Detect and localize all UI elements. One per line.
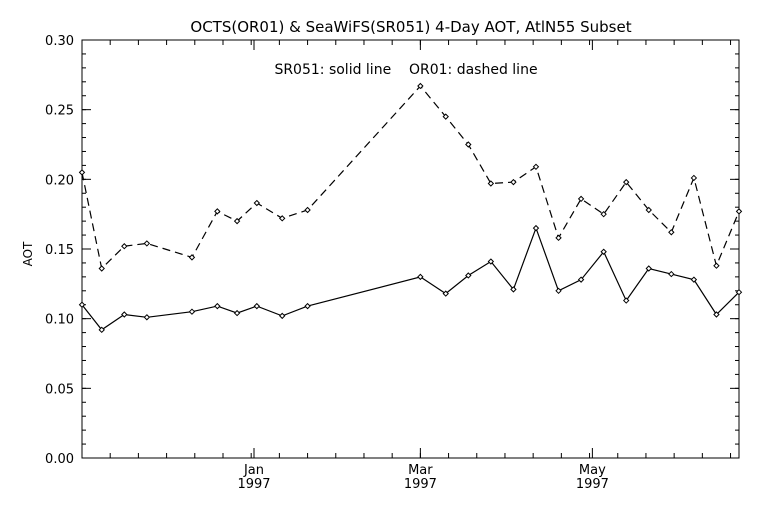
data-point bbox=[304, 302, 311, 310]
data-point bbox=[510, 178, 517, 186]
data-point bbox=[98, 326, 105, 334]
data-point bbox=[735, 288, 743, 296]
series-layer bbox=[78, 82, 743, 334]
data-point bbox=[278, 312, 286, 320]
x-tick-label-year: 1997 bbox=[576, 477, 609, 492]
x-tick-label-month: Jan bbox=[243, 463, 264, 478]
data-point bbox=[487, 258, 495, 265]
data-point bbox=[690, 276, 698, 283]
chart-annotation: SR051: solid line OR01: dashed line bbox=[274, 62, 537, 78]
data-point bbox=[143, 240, 151, 247]
x-tick-label-month: Mar bbox=[408, 463, 433, 478]
data-point bbox=[253, 199, 261, 207]
data-point bbox=[233, 309, 241, 317]
data-point bbox=[465, 141, 472, 148]
x-tick-label-year: 1997 bbox=[404, 477, 437, 492]
axes: 0.000.050.100.150.200.250.30Jan1997Mar19… bbox=[45, 34, 739, 492]
data-point bbox=[121, 243, 128, 250]
data-point bbox=[78, 169, 86, 176]
y-tick-label: 0.10 bbox=[45, 313, 74, 328]
data-point bbox=[278, 215, 286, 222]
data-point bbox=[214, 208, 221, 215]
plot-frame bbox=[81, 39, 740, 459]
data-point bbox=[645, 206, 652, 214]
y-tick-label: 0.00 bbox=[45, 452, 74, 467]
data-point bbox=[577, 276, 585, 283]
series-or01 bbox=[78, 82, 743, 272]
data-point bbox=[735, 208, 743, 215]
data-point bbox=[600, 210, 607, 218]
y-axis-label: AOT bbox=[21, 241, 35, 266]
data-point bbox=[304, 206, 311, 214]
data-point bbox=[532, 224, 540, 232]
y-tick-label: 0.20 bbox=[45, 173, 74, 188]
data-point bbox=[417, 82, 424, 90]
series-line-or01 bbox=[81, 85, 740, 270]
data-point bbox=[487, 180, 495, 187]
data-point bbox=[713, 262, 720, 269]
data-point bbox=[78, 301, 86, 308]
data-point bbox=[713, 311, 720, 318]
y-tick-label: 0.05 bbox=[45, 382, 74, 397]
data-point bbox=[555, 234, 562, 242]
data-point bbox=[253, 302, 261, 310]
data-point bbox=[442, 113, 449, 120]
series-sr051 bbox=[78, 224, 743, 334]
data-point bbox=[668, 229, 675, 236]
chart-title: OCTS(OR01) & SeaWiFS(SR051) 4-Day AOT, A… bbox=[190, 18, 631, 36]
data-point bbox=[188, 254, 196, 261]
x-tick-label-year: 1997 bbox=[237, 477, 270, 492]
data-point bbox=[214, 302, 221, 310]
data-point bbox=[555, 287, 562, 295]
data-point bbox=[577, 195, 585, 203]
series-line-sr051 bbox=[81, 226, 740, 331]
data-point bbox=[98, 265, 105, 272]
data-point bbox=[510, 286, 517, 293]
data-point bbox=[121, 311, 128, 318]
data-point bbox=[465, 272, 472, 279]
y-tick-label: 0.15 bbox=[45, 243, 74, 258]
data-point bbox=[233, 217, 241, 225]
y-tick-label: 0.25 bbox=[45, 104, 74, 119]
data-point bbox=[623, 178, 630, 186]
data-point bbox=[417, 273, 424, 281]
data-point bbox=[188, 308, 196, 315]
data-point bbox=[623, 297, 630, 304]
data-point bbox=[143, 314, 151, 321]
data-point bbox=[442, 290, 449, 297]
data-point bbox=[668, 270, 675, 278]
data-point bbox=[600, 248, 607, 255]
data-point bbox=[645, 265, 652, 272]
data-point bbox=[690, 174, 698, 182]
y-tick-label: 0.30 bbox=[45, 34, 74, 49]
x-tick-label-month: May bbox=[579, 463, 606, 478]
data-point bbox=[532, 163, 540, 171]
